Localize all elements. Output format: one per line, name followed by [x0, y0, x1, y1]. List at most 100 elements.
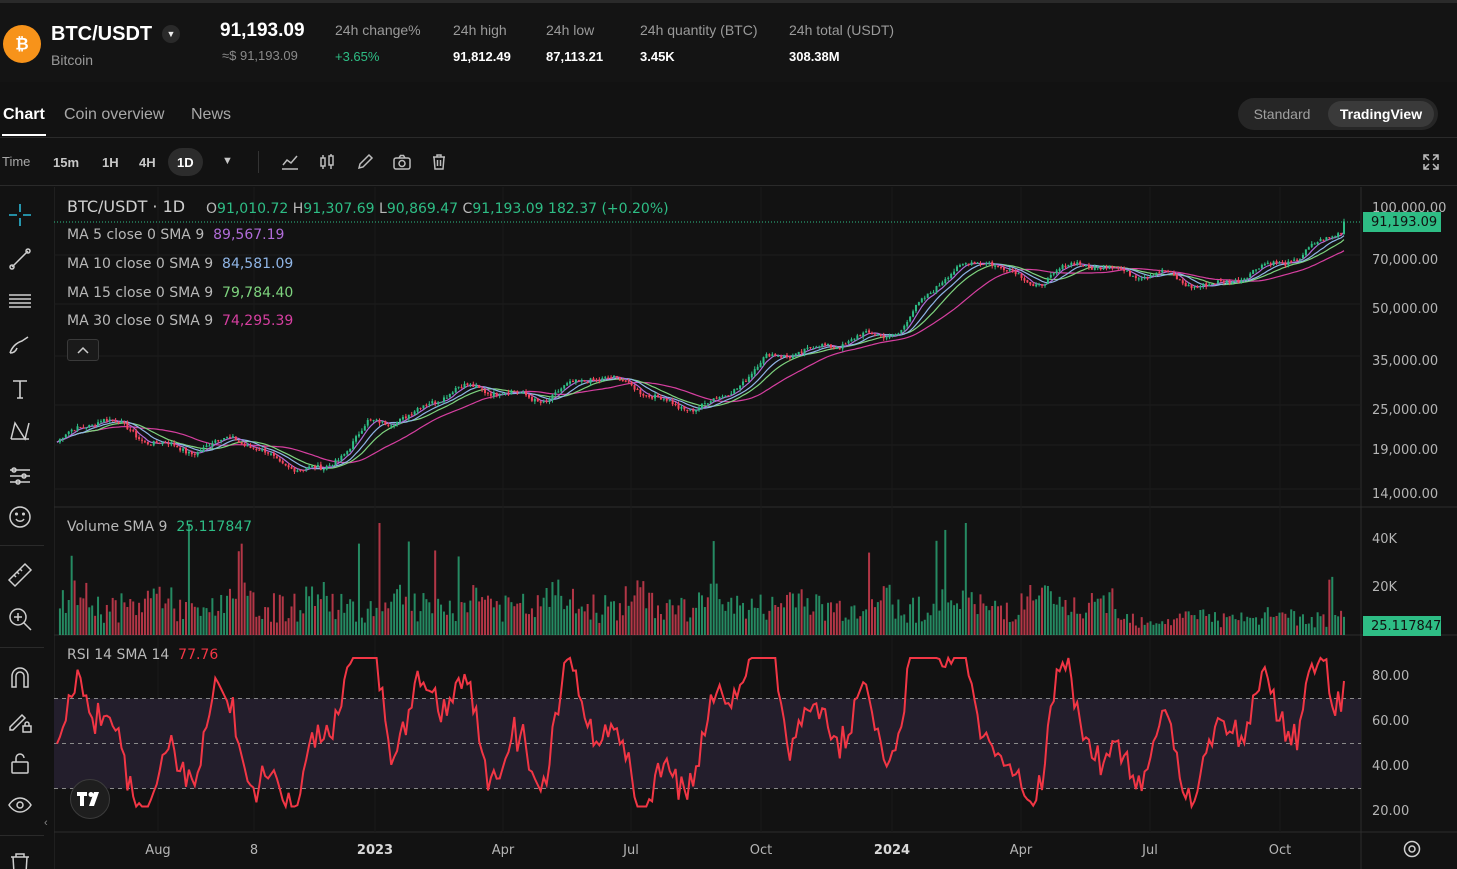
volume-bar [97, 596, 100, 635]
zoom-in-icon[interactable] [4, 603, 36, 635]
candle-body [1005, 270, 1008, 272]
volume-bar [900, 615, 903, 635]
candle-body [445, 397, 448, 399]
volume-bar [143, 598, 146, 635]
ruler-icon[interactable] [4, 559, 36, 591]
candle-body [788, 356, 791, 358]
volume-bar [328, 611, 331, 635]
collapse-legend-button[interactable] [67, 339, 99, 361]
stat-value: 3.45K [640, 49, 675, 64]
brush-icon[interactable] [4, 329, 36, 361]
volume-bar [1090, 593, 1093, 635]
ma5-legend[interactable]: MA 5 close 0 SMA 9 89,567.19 [67, 227, 284, 243]
candle-body [618, 377, 621, 381]
candle-body [642, 394, 645, 396]
volume-bar [182, 618, 185, 635]
candle-body [1067, 264, 1070, 267]
chevron-up-icon [77, 346, 89, 354]
view-tradingview-button[interactable]: TradingView [1328, 101, 1434, 127]
timeframe-1d[interactable]: 1D [168, 148, 203, 176]
volume-legend[interactable]: Volume SMA 9 25.117847 [67, 519, 252, 535]
candle-body [114, 420, 117, 422]
volume-bar [146, 590, 149, 635]
candle-body [94, 425, 97, 427]
candle-body [1038, 283, 1041, 285]
crosshair-icon[interactable] [4, 199, 36, 231]
volume-bar [703, 607, 706, 635]
volume-bar [938, 610, 941, 635]
volume-bar [765, 619, 768, 635]
rsi-legend[interactable]: RSI 14 SMA 14 77.76 [67, 647, 218, 663]
candle-body [513, 390, 516, 392]
timeframe-dropdown-icon[interactable]: ▼ [222, 155, 233, 167]
candle-body [747, 376, 750, 382]
trash-icon[interactable] [4, 847, 36, 869]
trendline-icon[interactable] [4, 243, 36, 275]
chart-area[interactable]: 100,000.00 70,000.00 50,000.00 35,000.00 25,… [54, 187, 1457, 869]
price-chart[interactable]: 100,000.0070,000.0050,000.0035,000.0025,… [54, 187, 1457, 869]
candle-body [1243, 278, 1246, 280]
volume-bar [821, 604, 824, 635]
candle-body [416, 408, 419, 412]
tab-coin-overview[interactable]: Coin overview [64, 106, 165, 123]
screenshot-icon[interactable] [392, 152, 412, 172]
candle-body [906, 321, 909, 327]
candle-body [1255, 269, 1258, 271]
candle-body [574, 379, 577, 383]
settings-gear-icon[interactable] [1402, 839, 1422, 859]
collapse-toolbar-icon[interactable]: ‹ [44, 817, 48, 829]
ma30-legend[interactable]: MA 30 close 0 SMA 9 74,295.39 [67, 313, 293, 329]
pattern-icon[interactable] [4, 415, 36, 447]
view-standard-button[interactable]: Standard [1253, 106, 1311, 122]
candle-body [331, 465, 334, 467]
eye-icon[interactable] [4, 789, 36, 821]
candle-body [287, 465, 290, 468]
tradingview-logo-icon[interactable] [70, 779, 110, 819]
volume-bar [1208, 614, 1211, 635]
volume-bar [211, 598, 214, 635]
volume-bar [742, 602, 745, 635]
volume-bar [1108, 592, 1111, 635]
candle-body [551, 394, 554, 401]
volume-bar [170, 587, 173, 635]
lock-icon[interactable] [4, 747, 36, 779]
tab-chart[interactable]: Chart [3, 106, 45, 123]
volume-bar [442, 611, 445, 635]
timeframe-15m[interactable]: 15m [53, 154, 80, 170]
open-label: O [206, 201, 218, 217]
trash-icon[interactable] [429, 152, 449, 172]
emoji-icon[interactable] [4, 501, 36, 533]
candle-body [665, 398, 668, 401]
lock-draw-icon[interactable] [4, 705, 36, 737]
volume-bar [636, 580, 639, 635]
pair-symbol[interactable]: BTC/USDT [51, 23, 153, 45]
forecast-icon[interactable] [4, 459, 36, 491]
draw-icon[interactable] [355, 152, 375, 172]
indicators-icon[interactable] [280, 152, 300, 172]
fullscreen-icon[interactable] [1421, 152, 1441, 172]
candle-body [1225, 280, 1228, 283]
volume-bar [788, 592, 791, 635]
time-label: Time [2, 154, 31, 169]
ma15-legend[interactable]: MA 15 close 0 SMA 9 79,784.40 [67, 285, 293, 301]
pair-dropdown-icon[interactable]: ▼ [162, 25, 180, 43]
candle-body [448, 393, 451, 398]
candle-body [557, 391, 560, 393]
timeframe-1h[interactable]: 1H [102, 154, 119, 170]
volume-bar [768, 610, 771, 635]
volume-bar [102, 622, 105, 635]
magnet-icon[interactable] [4, 661, 36, 693]
stat-24h-change: 24h change% +3.65% [335, 22, 421, 64]
candle-body [1322, 239, 1325, 241]
volume-bar [1325, 626, 1328, 635]
candle-body [384, 421, 387, 425]
volume-bar [105, 604, 108, 635]
fib-lines-icon[interactable] [4, 285, 36, 317]
timeframe-4h[interactable]: 4H [139, 154, 156, 170]
candle-type-icon[interactable] [317, 152, 337, 172]
candle-body [973, 261, 976, 264]
tab-news[interactable]: News [191, 106, 232, 123]
ma10-legend[interactable]: MA 10 close 0 SMA 9 84,581.09 [67, 256, 293, 272]
volume-bar [120, 593, 123, 635]
text-icon[interactable] [4, 373, 36, 405]
